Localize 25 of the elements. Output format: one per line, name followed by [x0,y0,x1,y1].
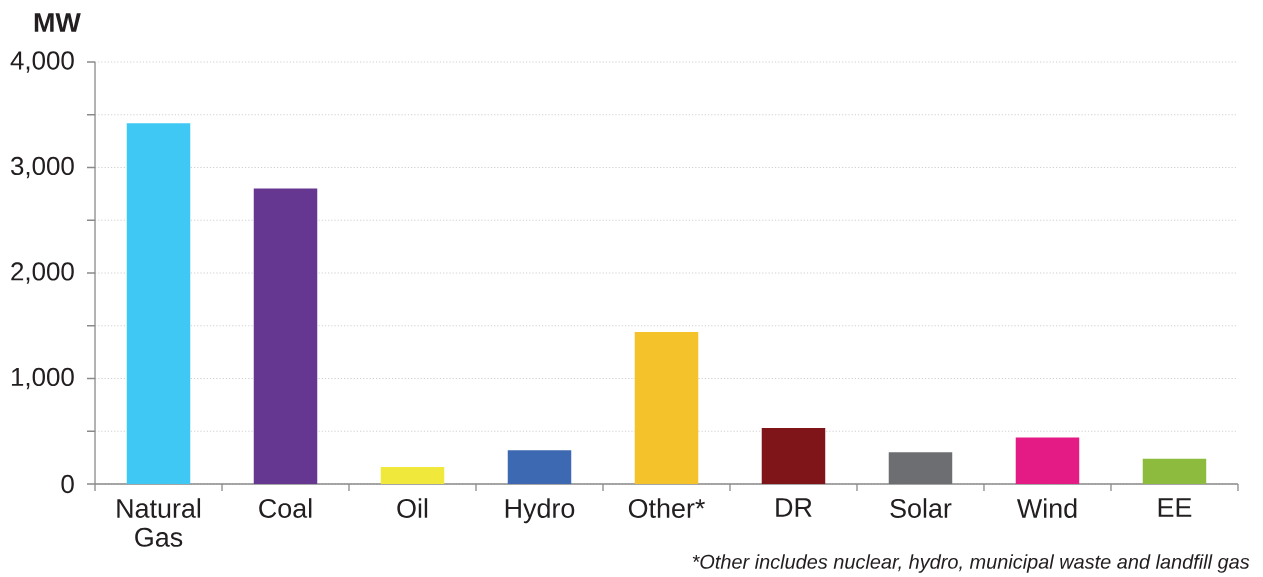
x-tick-label: Wind [1016,498,1077,518]
y-tick-label: 1,000 [11,367,74,390]
x-tick-label: DR [776,498,812,517]
y-tick-label: 2,000 [11,262,74,284]
text: *Other includes nuclear, hydro, municipal waste and landfill gas [692,554,1250,573]
x-tick-label: Hydro [505,498,575,524]
bar [507,450,572,484]
bar [634,332,699,484]
x-tick-label: Oil [397,498,428,518]
x-tick-label: Solar [890,498,952,518]
bar [380,467,445,484]
bar [1142,458,1207,484]
x-tick-label: EE [1158,498,1192,517]
bar [761,428,826,484]
y-tick-label: 4,000 [10,51,74,73]
bar [1015,437,1080,484]
y-tick-label: 0 [61,474,74,494]
bar [253,188,318,484]
bar [126,123,191,484]
y-tick-label: 3,000 [10,156,74,179]
bar [888,452,953,484]
y-axis-title: MW [34,13,81,32]
x-tick-label: Coal [259,498,312,518]
x-tick-label: Natural Gas [117,498,201,547]
x-tick-label: Other* [628,498,705,518]
